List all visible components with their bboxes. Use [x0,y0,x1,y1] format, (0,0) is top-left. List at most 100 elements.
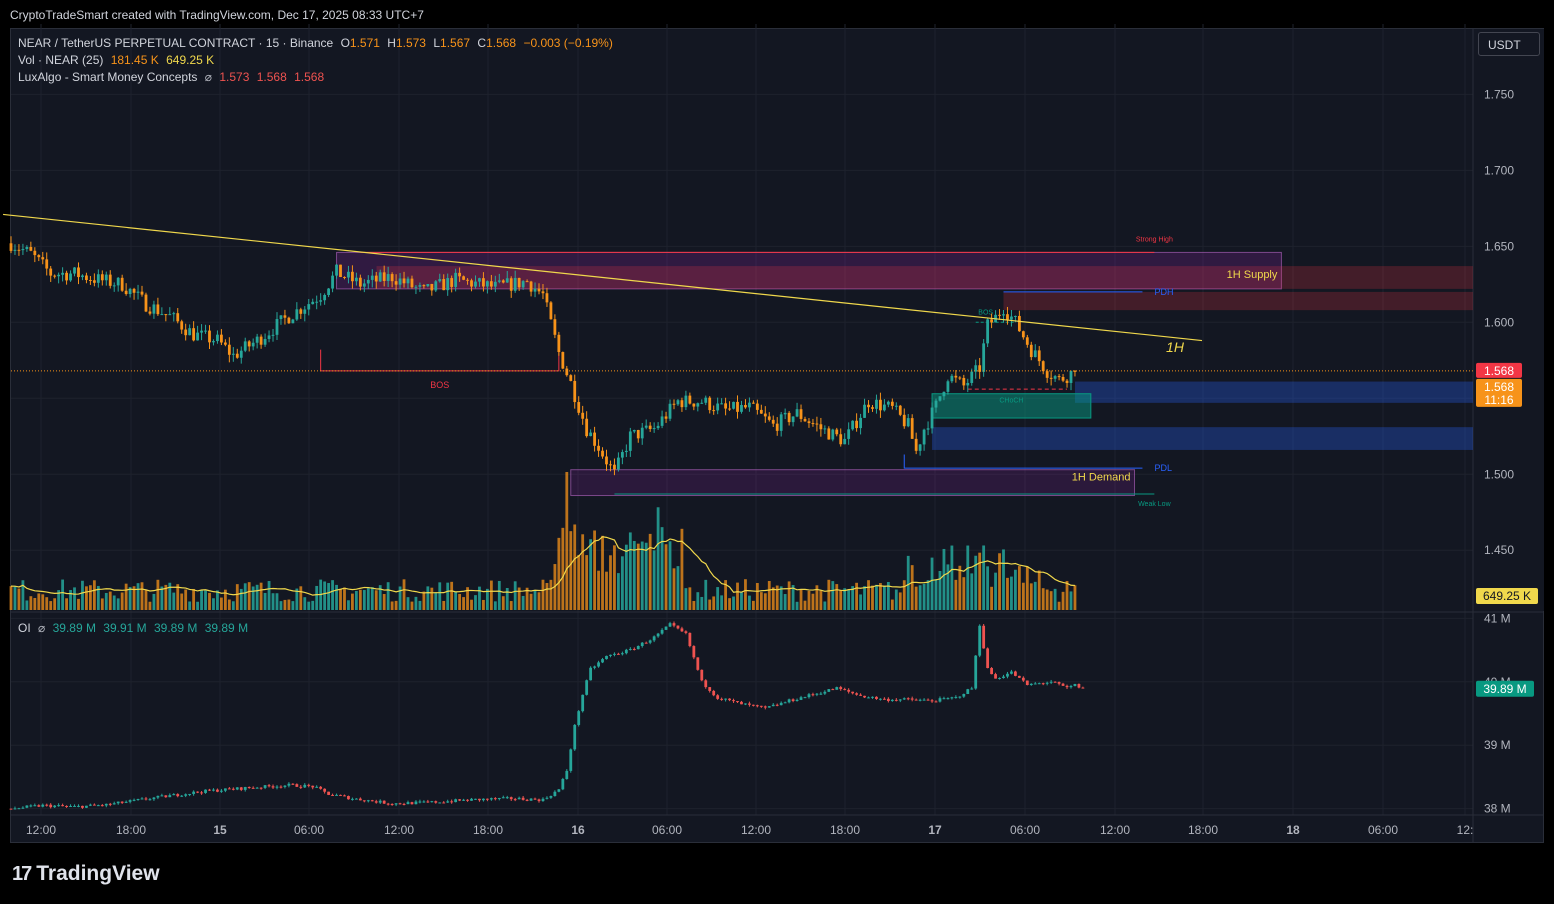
oi-candle-body [692,646,696,658]
candle-body [549,302,553,320]
candle-body [57,274,61,277]
volume-badge-bg [1476,588,1538,604]
candle-body [950,375,954,382]
candle-body [220,334,223,343]
oi-candle-body [819,693,823,695]
oi-settings-icon[interactable]: ⌀ [38,621,46,635]
volume-bar [652,550,656,610]
volume-bar [688,587,692,610]
candle-body [505,278,509,283]
volume-bar [974,555,978,610]
oi-candle-body [1014,671,1017,676]
candle-body [275,319,279,335]
oi-candle-body [914,699,918,701]
candle-body [128,288,132,295]
candle-body [231,353,235,355]
oi-candle-body [875,696,878,699]
candle-body [763,413,767,417]
oi-candle-body [108,803,112,805]
volume-bar [489,580,493,610]
candle-body [914,438,918,451]
time-axis-tick: 12:00 [384,823,414,837]
low-value: 1.567 [440,36,471,50]
candle-body [390,274,394,282]
oi-candle-body [1021,677,1025,681]
volume-bar [343,587,346,610]
volume-label[interactable]: Vol · NEAR (25) [18,53,104,67]
oi-candle-body [712,690,716,696]
candle-body [172,313,176,315]
volume-bar [335,584,338,610]
candle-body [640,427,644,439]
volume-bar [45,597,49,610]
oi-candle-body [934,701,938,703]
supply-extension-2 [1003,291,1473,311]
oi-candle-body [136,798,140,800]
candle-body [803,418,807,422]
volume-bar [422,591,426,610]
volume-bar [362,590,366,610]
oi-candle-body [1053,681,1057,683]
volume-bar [204,590,207,610]
high-label: H [387,36,396,50]
candle-body [450,278,454,287]
oi-candle-body [533,798,537,800]
oi-candle-body [886,698,890,701]
smc-value-3: 1.568 [294,70,325,84]
volume-bar [323,581,327,610]
oi-candle-body [950,697,954,699]
oi-candle-body [144,798,148,800]
volume-bar [740,592,743,610]
candle-body [370,275,374,280]
volume-bar [1049,591,1053,610]
volume-bar [486,588,489,610]
volume-bar [573,524,577,610]
volume-bar [593,530,596,610]
oi-candle-body [442,802,446,804]
volume-bar [942,548,946,610]
oi-candle-body [227,788,231,790]
volume-bar [537,592,541,610]
oi-candle-body [994,674,997,679]
candle-body [339,264,342,278]
candle-body [775,423,779,431]
volume-bar [374,590,378,610]
oi-candle-body [426,801,430,803]
oi-candle-body [1065,685,1069,688]
volume-bar [148,601,152,610]
volume-bar [89,585,92,610]
volume-bar [879,583,882,610]
currency-button[interactable]: USDT [1478,32,1540,56]
volume-bar [108,591,112,610]
candle-body [938,396,942,401]
oi-candle-body [223,788,227,791]
oi-candle-body [382,800,386,804]
oi-candle-body [53,805,57,808]
smc-label[interactable]: LuxAlgo - Smart Money Concepts [18,70,198,84]
oi-candle-body [390,804,394,806]
oi-candle-body [990,668,993,675]
oi-candle-body [430,801,434,803]
volume-bar [978,552,982,610]
oi-candle-body [291,783,295,785]
volume-badge: 649.25 K [1483,589,1531,603]
trendline-label: 1H [1166,339,1185,355]
candle-body [1021,331,1025,338]
oi-candle-body [577,711,581,725]
volume-bar [299,586,303,610]
candle-body [1017,315,1021,332]
smc-settings-icon[interactable]: ⌀ [204,70,212,84]
volume-bar [871,585,874,610]
oi-candle-body [783,702,787,704]
volume-bar [402,579,406,610]
candle-body [406,278,410,284]
volume-bar [541,579,545,610]
volume-bar [986,566,990,610]
candle-body [196,332,199,341]
symbol-title[interactable]: NEAR / TetherUS PERPETUAL CONTRACT · 15 … [18,36,334,50]
candle-body [204,330,207,332]
volume-bar [57,590,61,610]
candle-body [263,338,267,345]
oi-label[interactable]: OI [18,621,31,635]
